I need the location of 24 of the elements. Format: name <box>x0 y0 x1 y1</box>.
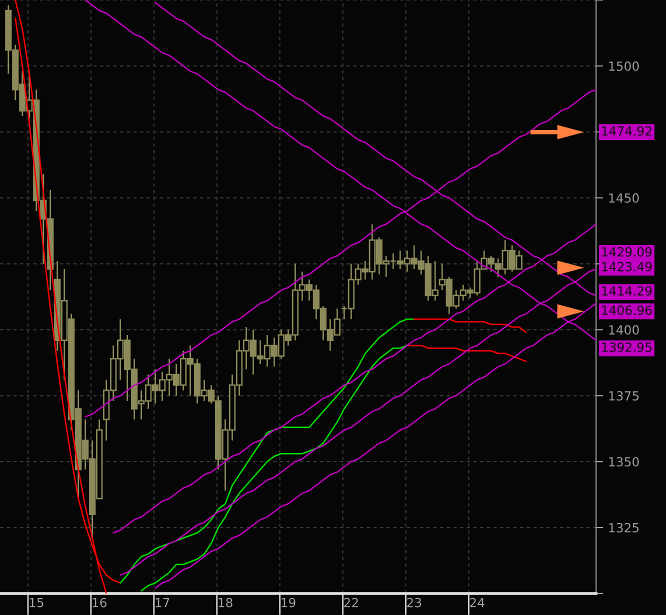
line-series <box>120 318 415 584</box>
text: 1423.49 <box>602 262 652 272</box>
y-tick-label: 1500 <box>609 61 639 71</box>
x-tick-label: 19 <box>282 598 296 608</box>
line-series <box>140 344 408 592</box>
y-tick-label: 1400 <box>609 325 639 335</box>
x-tick-label: 22 <box>344 598 358 608</box>
x-tick-label: 24 <box>470 598 484 608</box>
y-tick-label: 1375 <box>609 391 639 401</box>
text: 1414.29 <box>602 286 652 296</box>
text: 1474.92 <box>602 126 652 136</box>
y-tick-label: 1325 <box>609 523 639 532</box>
text: 1429.09 <box>602 247 652 257</box>
x-tick-label: 15 <box>30 598 44 608</box>
y-tick-label: 1350 <box>609 457 639 467</box>
x-tick-label: 18 <box>218 598 232 608</box>
line-series <box>406 344 527 362</box>
line-series <box>413 318 527 334</box>
x-tick-label: 17 <box>156 598 170 608</box>
text: 1392.95 <box>602 342 652 352</box>
y-tick-label: 1450 <box>609 193 639 203</box>
text: 1406.96 <box>602 306 652 315</box>
x-tick-label: 16 <box>92 598 107 608</box>
x-tick-label: 23 <box>407 598 422 608</box>
